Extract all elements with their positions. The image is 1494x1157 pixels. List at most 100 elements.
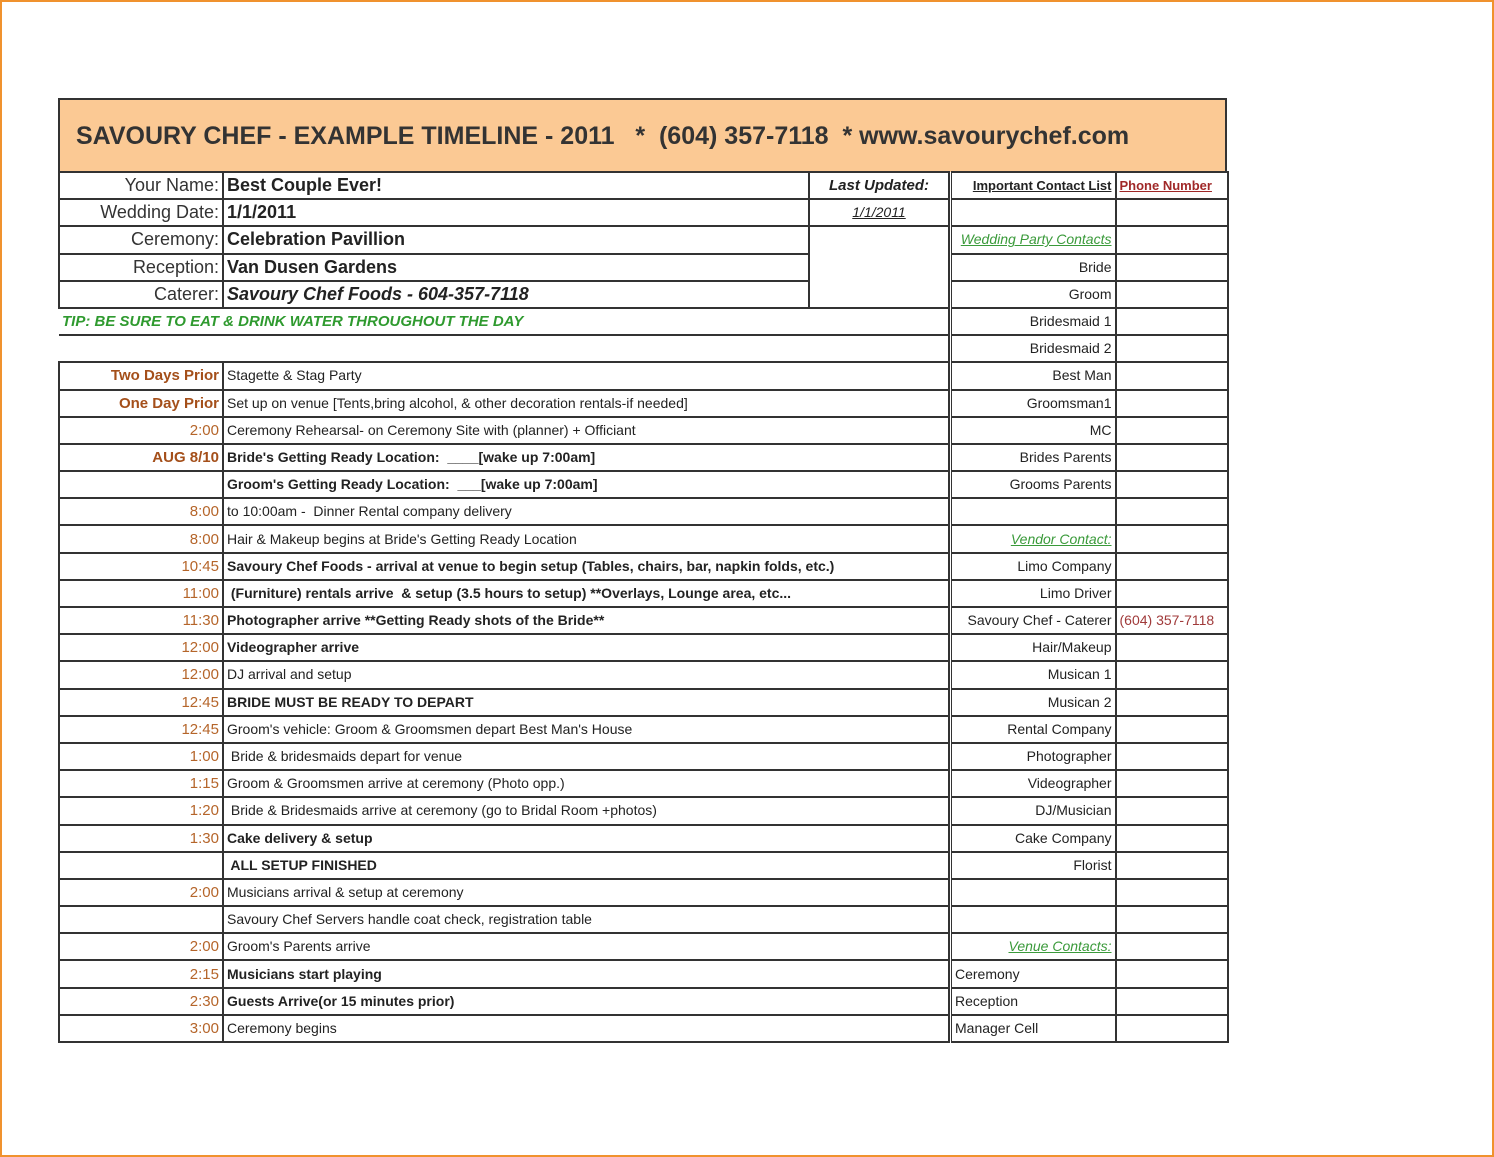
contact-phone[interactable]: [1114, 905, 1229, 935]
blank-cell[interactable]: [59, 334, 950, 364]
timeline-time[interactable]: One Day Prior: [58, 388, 224, 418]
timeline-time[interactable]: 12:00: [58, 660, 224, 690]
last-updated-value[interactable]: 1/1/2011: [808, 198, 950, 228]
timeline-text[interactable]: Guests Arrive(or 15 minutes prior): [222, 986, 950, 1016]
timeline-time[interactable]: 12:45: [58, 714, 224, 744]
timeline-time[interactable]: 1:20: [58, 796, 224, 826]
timeline-time[interactable]: 8:00: [58, 497, 224, 527]
timeline-time[interactable]: [58, 850, 224, 880]
timeline-text[interactable]: Savoury Chef Servers handle coat check, …: [222, 905, 950, 935]
contact-name[interactable]: Ceremony: [949, 959, 1117, 989]
timeline-text[interactable]: Groom's Parents arrive: [222, 932, 950, 962]
contact-phone[interactable]: [1114, 578, 1229, 609]
timeline-time[interactable]: 2:00: [58, 932, 224, 962]
timeline-text[interactable]: Hair & Makeup begins at Bride's Getting …: [222, 524, 950, 554]
contact-section-label[interactable]: Wedding Party Contacts: [949, 225, 1117, 255]
contact-name[interactable]: Hair/Makeup: [949, 633, 1117, 663]
contact-name[interactable]: Grooms Parents: [949, 470, 1117, 500]
timeline-text[interactable]: Photographer arrive **Getting Ready shot…: [222, 605, 950, 636]
contact-name[interactable]: Groomsman1: [949, 388, 1117, 418]
info-label[interactable]: Ceremony:: [58, 225, 224, 255]
timeline-time[interactable]: 2:30: [58, 986, 224, 1016]
contact-name[interactable]: [949, 198, 1117, 228]
info-label[interactable]: Caterer:: [58, 279, 224, 309]
contact-phone[interactable]: [1114, 850, 1229, 880]
timeline-text[interactable]: Ceremony begins: [222, 1013, 950, 1044]
contact-phone[interactable]: [1114, 796, 1229, 826]
contact-name[interactable]: Bridesmaid 2: [949, 334, 1117, 364]
contact-section-label[interactable]: Vendor Contact:: [949, 524, 1117, 554]
contact-phone[interactable]: [1114, 551, 1229, 581]
contact-name[interactable]: Limo Company: [949, 551, 1117, 581]
timeline-text[interactable]: Groom's vehicle: Groom & Groomsmen depar…: [222, 714, 950, 744]
tip-text[interactable]: TIP: BE SURE TO EAT & DRINK WATER THROUG…: [59, 306, 950, 337]
timeline-text[interactable]: to 10:00am - Dinner Rental company deliv…: [222, 497, 950, 527]
info-value[interactable]: Best Couple Ever!: [222, 170, 810, 201]
timeline-text[interactable]: Bride's Getting Ready Location: ____[wak…: [222, 442, 950, 473]
contact-phone[interactable]: [1114, 932, 1229, 962]
contact-section-label[interactable]: Venue Contacts:: [949, 932, 1117, 962]
contact-name[interactable]: DJ/Musician: [949, 796, 1117, 826]
contact-phone[interactable]: [1114, 714, 1229, 744]
contact-name[interactable]: Manager Cell: [949, 1013, 1117, 1044]
timeline-text[interactable]: Stagette & Stag Party: [222, 361, 950, 391]
info-value[interactable]: 1/1/2011: [222, 198, 810, 228]
contact-phone[interactable]: [1114, 497, 1229, 527]
timeline-time[interactable]: 10:45: [58, 551, 224, 581]
timeline-time[interactable]: 2:15: [58, 959, 224, 989]
contact-phone[interactable]: [1114, 986, 1229, 1016]
timeline-time[interactable]: 12:00: [58, 633, 224, 663]
info-label[interactable]: Reception:: [58, 252, 224, 282]
contact-phone[interactable]: [1114, 877, 1229, 908]
contact-phone[interactable]: [1114, 633, 1229, 663]
timeline-time[interactable]: [58, 905, 224, 935]
contact-phone[interactable]: (604) 357-7118: [1114, 605, 1229, 636]
contact-name[interactable]: Cake Company: [949, 823, 1117, 853]
contact-name[interactable]: Brides Parents: [949, 442, 1117, 473]
timeline-time[interactable]: 11:00: [58, 578, 224, 609]
contact-phone[interactable]: [1114, 769, 1229, 799]
info-label[interactable]: Your Name:: [58, 170, 224, 201]
contact-name[interactable]: Videographer: [949, 769, 1117, 799]
timeline-text[interactable]: Musicians start playing: [222, 959, 950, 989]
contact-name[interactable]: [949, 497, 1117, 527]
contact-phone[interactable]: [1114, 252, 1229, 282]
contact-name[interactable]: Florist: [949, 850, 1117, 880]
contact-name[interactable]: Photographer: [949, 741, 1117, 772]
contact-phone[interactable]: [1114, 415, 1229, 445]
contact-phone[interactable]: [1114, 442, 1229, 473]
contact-phone[interactable]: [1114, 361, 1229, 391]
contact-name[interactable]: Savoury Chef - Caterer: [949, 605, 1117, 636]
timeline-time[interactable]: AUG 8/10: [58, 442, 224, 473]
contact-name[interactable]: Bridesmaid 1: [949, 306, 1117, 337]
contact-name[interactable]: Reception: [949, 986, 1117, 1016]
contact-phone[interactable]: [1114, 687, 1229, 717]
contact-phone[interactable]: [1114, 1013, 1229, 1044]
contact-phone[interactable]: [1114, 524, 1229, 554]
last-updated-label[interactable]: Last Updated:: [808, 170, 950, 201]
timeline-text[interactable]: ALL SETUP FINISHED: [222, 850, 950, 880]
timeline-time[interactable]: 2:00: [58, 877, 224, 908]
contact-name[interactable]: Musican 1: [949, 660, 1117, 690]
timeline-text[interactable]: BRIDE MUST BE READY TO DEPART: [222, 687, 950, 717]
timeline-text[interactable]: Cake delivery & setup: [222, 823, 950, 853]
timeline-time[interactable]: 12:45: [58, 687, 224, 717]
contact-name[interactable]: Groom: [949, 279, 1117, 309]
timeline-text[interactable]: Savoury Chef Foods - arrival at venue to…: [222, 551, 950, 581]
timeline-time[interactable]: 1:00: [58, 741, 224, 772]
timeline-time[interactable]: [58, 470, 224, 500]
contact-phone[interactable]: [1114, 225, 1229, 255]
contact-phone[interactable]: [1114, 823, 1229, 853]
contact-name[interactable]: Best Man: [949, 361, 1117, 391]
contact-phone[interactable]: [1114, 334, 1229, 364]
timeline-text[interactable]: Groom & Groomsmen arrive at ceremony (Ph…: [222, 769, 950, 799]
timeline-text[interactable]: Bride & Bridesmaids arrive at ceremony (…: [222, 796, 950, 826]
timeline-time[interactable]: 11:30: [58, 605, 224, 636]
timeline-text[interactable]: DJ arrival and setup: [222, 660, 950, 690]
timeline-text[interactable]: (Furniture) rentals arrive & setup (3.5 …: [222, 578, 950, 609]
contact-name[interactable]: [949, 877, 1117, 908]
phone-number-header[interactable]: Phone Number: [1114, 170, 1229, 201]
contact-name[interactable]: MC: [949, 415, 1117, 445]
timeline-time[interactable]: 1:30: [58, 823, 224, 853]
timeline-time[interactable]: Two Days Prior: [58, 361, 224, 391]
